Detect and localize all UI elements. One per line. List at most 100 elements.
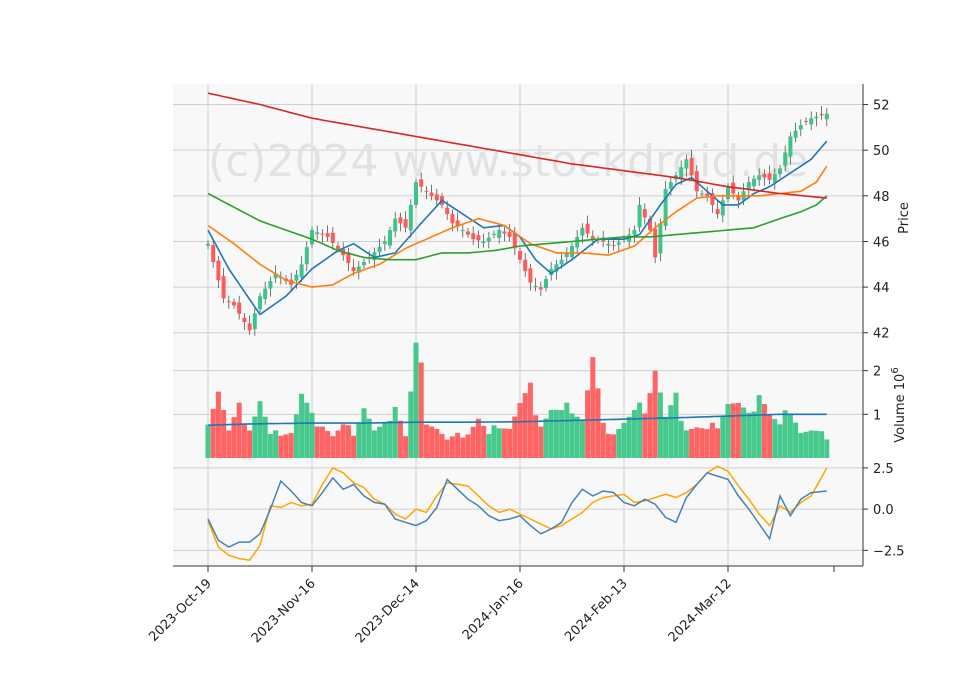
volume-bar	[351, 435, 357, 458]
volume-bar	[704, 429, 710, 458]
volume-bars	[205, 342, 830, 458]
candle-body	[611, 245, 616, 247]
candle	[377, 238, 382, 257]
volume-bar	[293, 414, 299, 458]
candle	[502, 226, 507, 242]
candle-body	[783, 152, 788, 166]
volume-bar	[553, 409, 559, 458]
volume-bar	[283, 434, 289, 458]
candle-body	[356, 266, 361, 273]
volume-bar	[288, 433, 294, 458]
volume-bar	[226, 430, 232, 458]
volume-bar	[637, 402, 643, 458]
volume-bar	[444, 439, 450, 458]
candle-body	[710, 193, 715, 205]
candle-body	[263, 288, 268, 299]
candle	[700, 190, 704, 198]
candle	[783, 145, 788, 172]
candle-body	[564, 252, 569, 257]
volume-bar	[746, 412, 752, 458]
volume-bar	[371, 430, 377, 458]
volume-bar	[262, 416, 268, 458]
candle	[252, 307, 257, 336]
volume-bar	[366, 418, 372, 458]
volume-bar	[730, 403, 736, 458]
candle-body	[237, 302, 242, 314]
candle	[632, 225, 637, 243]
candle-body	[544, 279, 548, 289]
oscillator-lines	[207, 465, 828, 562]
candle	[310, 226, 314, 248]
candle	[232, 298, 236, 309]
candle	[778, 165, 782, 178]
candle	[258, 292, 262, 313]
oscillator-panel-bg	[173, 458, 863, 566]
candle	[424, 186, 429, 200]
candle-body	[642, 209, 647, 218]
candle-body	[767, 173, 772, 180]
volume-bar	[325, 431, 331, 458]
candle-body	[351, 267, 356, 272]
volume-bar	[210, 408, 216, 458]
candle-body	[648, 218, 652, 231]
volume-bar	[486, 433, 492, 458]
candle-body	[206, 243, 210, 246]
candle-body	[798, 125, 803, 130]
candle-body	[445, 207, 450, 215]
candle	[809, 111, 814, 131]
volume-bar	[782, 410, 788, 458]
volume-bar	[460, 437, 466, 458]
volume-bar	[787, 413, 793, 458]
volume-bar	[621, 423, 627, 458]
volume-bar	[319, 426, 325, 458]
candle-body	[414, 182, 418, 205]
volume-bar	[824, 439, 830, 458]
volume-bar	[413, 342, 419, 458]
volume-bar	[299, 393, 305, 458]
volume-bar	[579, 420, 585, 458]
candle-body	[684, 159, 689, 169]
candle	[466, 227, 470, 239]
candle	[507, 224, 512, 242]
volume-bar	[683, 430, 689, 458]
candle	[460, 224, 465, 238]
volume-bar	[314, 426, 320, 458]
volume-bar	[345, 425, 351, 458]
volume-bar	[761, 404, 767, 458]
candle	[486, 231, 491, 249]
candle	[216, 256, 221, 289]
volume-bar	[231, 417, 237, 458]
candle	[476, 230, 481, 249]
candle-body	[492, 233, 496, 235]
volume-bar	[356, 422, 362, 458]
price-panel-bg	[173, 84, 863, 351]
candle	[393, 211, 398, 238]
volume-bar	[496, 428, 502, 458]
candle	[757, 168, 762, 186]
volume-bar	[803, 431, 809, 458]
x-tick-label: 2024-Mar-12	[666, 576, 735, 645]
volume-bar	[507, 428, 513, 458]
volume-bar	[798, 433, 804, 458]
candle-body	[549, 268, 554, 276]
candle-body	[497, 230, 502, 238]
candle	[330, 227, 335, 250]
volume-bar	[548, 409, 554, 458]
moving-average-line-4	[207, 92, 827, 199]
candle	[710, 188, 715, 213]
volume-bar	[767, 414, 773, 458]
candle	[564, 247, 569, 264]
candle-body	[668, 182, 673, 189]
candle-body	[507, 232, 512, 237]
volume-bar	[247, 430, 253, 458]
candle-body	[481, 241, 486, 244]
oscillator-line-2	[207, 471, 827, 548]
candle-body	[294, 274, 299, 281]
volume-bar	[772, 419, 778, 458]
candle-body	[772, 174, 777, 183]
volume-bar	[465, 434, 471, 458]
volume-bar	[808, 430, 814, 458]
candle-body	[585, 223, 590, 234]
candle-body	[258, 296, 262, 310]
volume-bar	[439, 433, 445, 458]
